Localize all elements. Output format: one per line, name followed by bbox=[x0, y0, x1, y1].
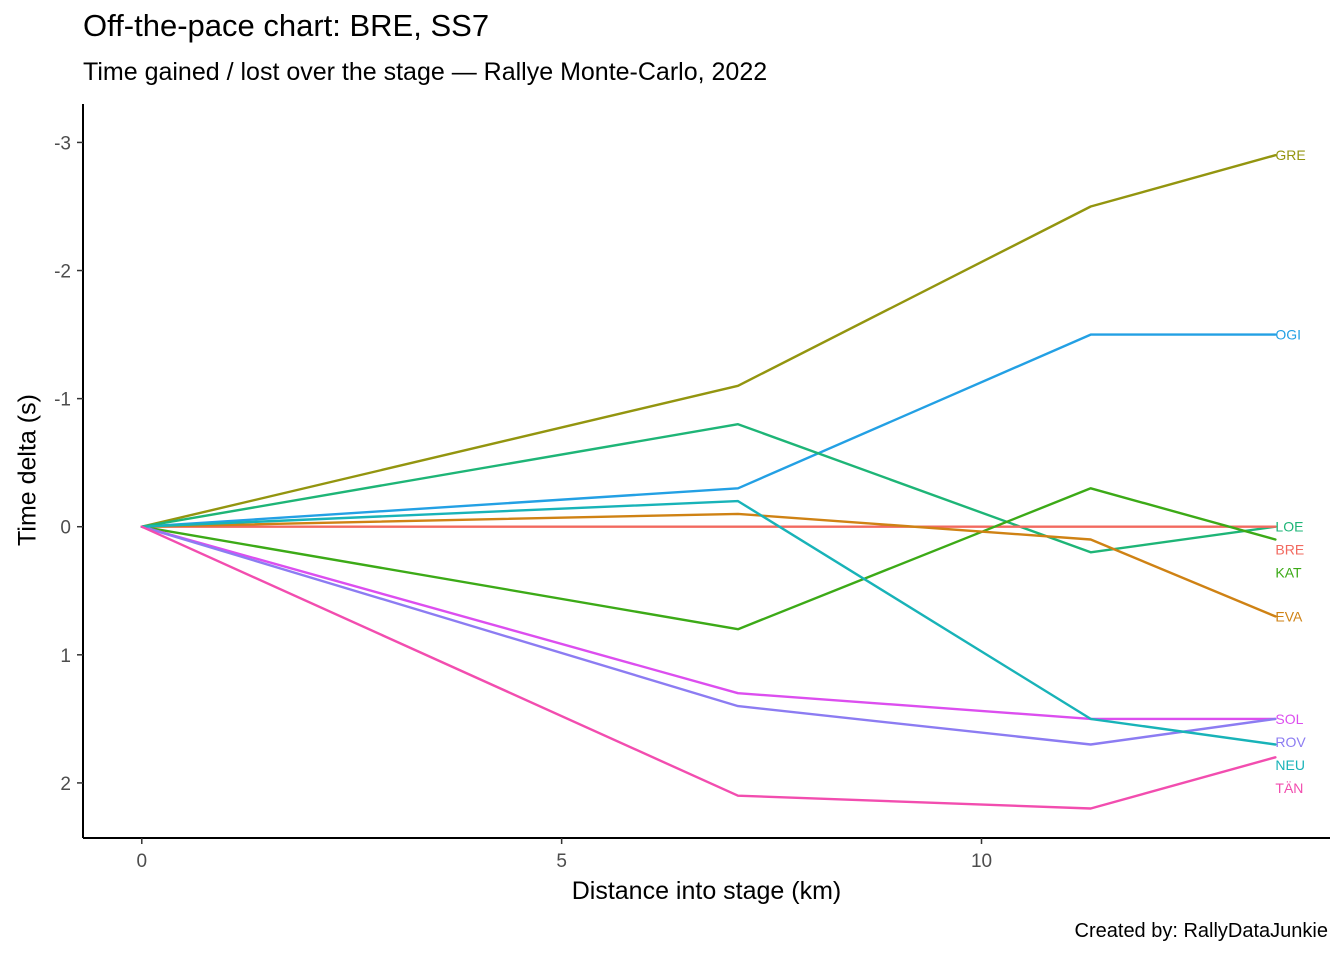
series-label-ogi: OGI bbox=[1275, 327, 1301, 343]
series-line-ogi bbox=[140, 333, 1277, 528]
series-label-rov: ROV bbox=[1275, 734, 1306, 750]
series-labels: GRE OGI LOE BRE KAT EVA SOL ROV NEU TÄN bbox=[1275, 147, 1306, 796]
chart-title: Off-the-pace chart: BRE, SS7 bbox=[83, 8, 490, 43]
y-tick-label: -2 bbox=[54, 262, 71, 283]
series-line-rov bbox=[140, 525, 1277, 746]
series-label-sol: SOL bbox=[1275, 711, 1303, 727]
series-line-sol bbox=[140, 525, 1277, 721]
series-label-tän: TÄN bbox=[1275, 780, 1303, 796]
y-tick-label: 0 bbox=[60, 518, 71, 539]
series-lines bbox=[140, 153, 1277, 810]
series-line-kat bbox=[140, 487, 1277, 631]
x-tick-label: 0 bbox=[136, 851, 147, 872]
series-label-bre: BRE bbox=[1275, 542, 1304, 558]
series-line-loe bbox=[140, 423, 1277, 554]
x-tick-label: 10 bbox=[971, 851, 992, 872]
series-line-neu bbox=[140, 499, 1277, 746]
series-label-eva: EVA bbox=[1275, 608, 1303, 624]
series-label-kat: KAT bbox=[1275, 565, 1302, 581]
series-label-gre: GRE bbox=[1275, 147, 1305, 163]
axes: -3 -2 -1 0 1 2 0 5 10 bbox=[54, 104, 1330, 872]
series-label-loe: LOE bbox=[1275, 519, 1303, 535]
series-line-gre bbox=[140, 153, 1277, 528]
series-line-tän bbox=[140, 525, 1277, 810]
y-tick-label: -1 bbox=[54, 390, 71, 411]
y-tick-label: -3 bbox=[54, 133, 71, 154]
y-tick-label: 2 bbox=[60, 774, 71, 795]
x-tick-label: 5 bbox=[556, 851, 567, 872]
chart-caption: Created by: RallyDataJunkie bbox=[1074, 920, 1328, 942]
chart-subtitle: Time gained / lost over the stage — Rall… bbox=[83, 58, 768, 86]
x-axis-label: Distance into stage (km) bbox=[571, 877, 842, 905]
series-label-neu: NEU bbox=[1275, 757, 1305, 773]
y-tick-label: 1 bbox=[60, 646, 71, 667]
series-line-eva bbox=[140, 512, 1277, 618]
